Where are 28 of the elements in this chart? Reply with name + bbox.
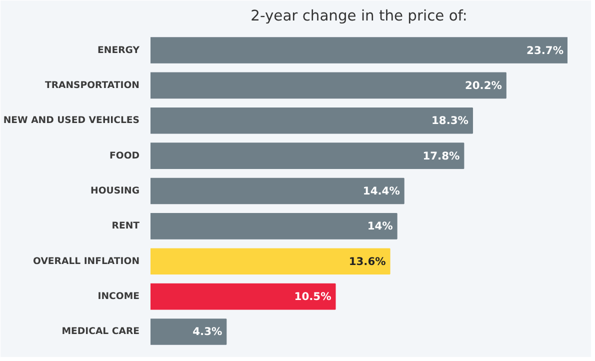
y-tick-label: TRANSPORTATION xyxy=(44,80,140,91)
bar xyxy=(150,72,506,99)
data-label: 23.7% xyxy=(526,44,564,57)
bar xyxy=(150,37,568,64)
data-label: 14% xyxy=(367,220,394,233)
chart-title: 2-year change in the price of: xyxy=(250,8,468,24)
data-label: 4.3% xyxy=(192,325,222,338)
y-tick-label: RENT xyxy=(112,220,140,232)
data-label: 20.2% xyxy=(464,78,502,92)
data-label: 17.8% xyxy=(422,149,460,162)
y-tick-label: OVERALL INFLATION xyxy=(33,256,140,267)
y-tick-label: FOOD xyxy=(110,150,140,162)
bar xyxy=(150,178,404,204)
data-label: 18.3% xyxy=(432,114,469,128)
bar xyxy=(150,107,473,134)
bar xyxy=(150,142,464,169)
y-tick-label: HOUSING xyxy=(90,186,140,196)
bar xyxy=(150,318,227,345)
y-tick-label: ENERGY xyxy=(98,44,140,56)
y-tick-label: MEDICAL CARE xyxy=(62,326,140,338)
data-label: 13.6% xyxy=(348,254,386,268)
y-tick-label: INCOME xyxy=(98,291,140,302)
y-tick-label: NEW AND USED VEHICLES xyxy=(3,115,140,126)
bar xyxy=(150,213,398,240)
bar xyxy=(150,283,336,310)
data-label: 14.4% xyxy=(362,184,400,198)
bar xyxy=(150,248,390,275)
data-label: 10.5% xyxy=(294,290,332,304)
